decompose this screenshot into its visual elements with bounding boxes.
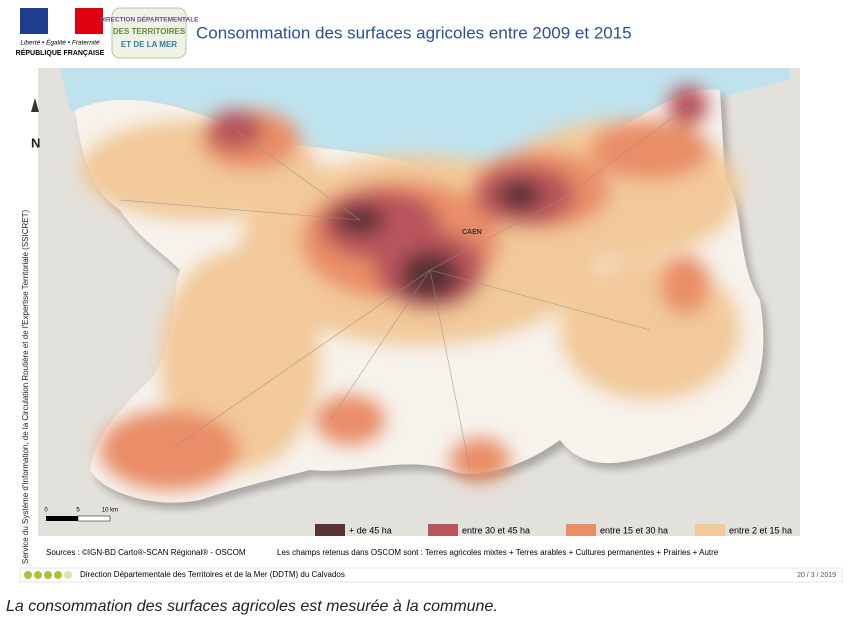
ddtm-logo: DIRECTION DÉPARTEMENTALE DES TERRITOIRES…	[99, 7, 199, 59]
footer-date: 20 / 3 / 2019	[797, 572, 836, 579]
north-arrow: N	[31, 135, 40, 150]
legend-label: entre 30 et 45 ha	[462, 525, 530, 535]
title: Consommation des surfaces agricoles entr…	[196, 23, 632, 42]
ddtm-line: DES TERRITOIRES	[113, 27, 186, 36]
ddtm-line: ET DE LA MER	[121, 40, 177, 49]
legend-label: + de 45 ha	[349, 525, 392, 535]
motto: Liberté • Égalité • Fraternité	[20, 38, 100, 47]
footer-org: Direction Départementale des Territoires…	[80, 570, 345, 579]
footer-bar	[19, 567, 843, 583]
ddtm-line: DIRECTION DÉPARTEMENTALE	[99, 15, 199, 24]
roads	[119, 104, 691, 471]
legend-swatch	[566, 524, 596, 536]
city-label: CAEN	[462, 229, 482, 236]
legend-label: entre 15 et 30 ha	[600, 525, 668, 535]
legend-swatch	[695, 524, 725, 536]
legend: + de 45 ha entre 30 et 45 ha entre 15 et 3…	[315, 524, 792, 536]
legend-swatch	[315, 524, 345, 536]
map: CAEN N 0 5 10 km Service du Système d'In…	[21, 68, 800, 564]
footer-dots	[24, 571, 72, 579]
side-text: Service du Système d'Information, de la …	[21, 210, 30, 565]
scale-bar: 0 5 10 km	[44, 508, 118, 522]
caption: La consommation des surfaces agricoles e…	[6, 598, 498, 615]
sources: Sources : ©IGN-BD Carto®-SCAN Régional® …	[46, 548, 246, 557]
fields-note: Les champs retenus dans OSCOM sont : Ter…	[277, 548, 719, 557]
scale-label: 0	[44, 508, 48, 514]
legend-label: entre 2 et 15 ha	[729, 525, 792, 535]
scale-label: 5	[76, 508, 80, 514]
legend-swatch	[428, 524, 458, 536]
scale-label: 10 km	[102, 508, 118, 514]
republic-name: RÉPUBLIQUE FRANÇAISE	[16, 48, 105, 57]
republic-logo: Liberté • Égalité • Fraternité RÉPUBLIQU…	[16, 8, 105, 57]
